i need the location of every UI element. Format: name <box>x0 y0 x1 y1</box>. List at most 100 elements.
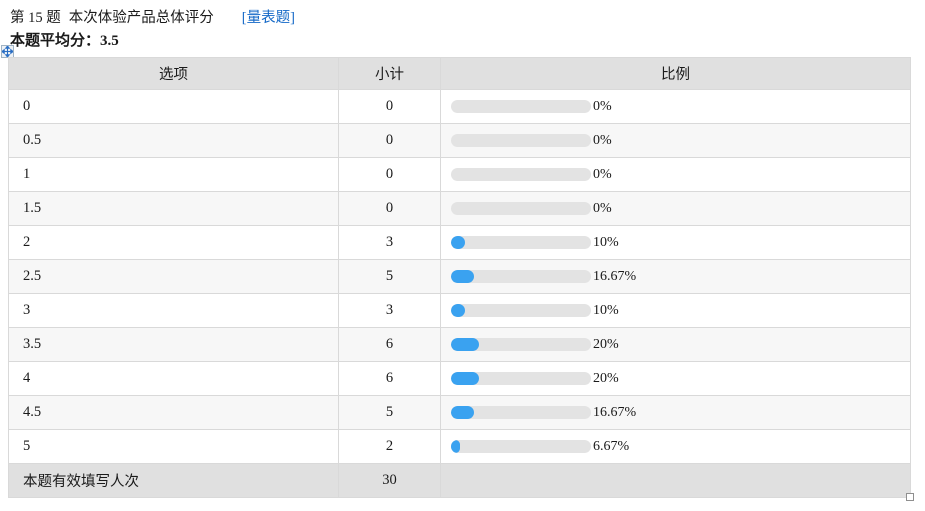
column-header-option: 选项 <box>8 57 339 90</box>
proportion-bar: 10% <box>451 235 910 251</box>
ratio-cell: 10% <box>440 225 911 260</box>
bar-track <box>451 134 591 147</box>
table-row: 1.5 0 0% <box>8 191 911 226</box>
option-cell: 2 <box>8 225 339 260</box>
ratio-cell: 0% <box>440 191 911 226</box>
proportion-bar: 16.67% <box>451 269 910 285</box>
bar-fill <box>451 270 475 283</box>
ratio-cell: 10% <box>440 293 911 328</box>
percent-label: 20% <box>593 370 619 386</box>
bar-track <box>451 304 591 317</box>
percent-label: 0% <box>593 132 612 148</box>
option-cell: 2.5 <box>8 259 339 294</box>
table-row: 1 0 0% <box>8 157 911 192</box>
footer-empty-cell <box>440 463 911 498</box>
table-row: 2.5 5 16.67% <box>8 259 911 294</box>
ratio-cell: 6.67% <box>440 429 911 464</box>
proportion-bar: 0% <box>451 201 910 217</box>
proportion-bar: 0% <box>451 133 910 149</box>
results-table: 选项 小计 比例 0 0 0% 0.5 0 0% <box>8 57 911 498</box>
bar-track <box>451 270 591 283</box>
percent-label: 0% <box>593 200 612 216</box>
proportion-bar: 6.67% <box>451 439 910 455</box>
move-icon <box>2 46 13 57</box>
proportion-bar: 20% <box>451 371 910 387</box>
ratio-cell: 0% <box>440 157 911 192</box>
option-cell: 1 <box>8 157 339 192</box>
bar-track <box>451 440 591 453</box>
percent-label: 20% <box>593 336 619 352</box>
bar-track <box>451 236 591 249</box>
table-row: 4 6 20% <box>8 361 911 396</box>
table-row: 5 2 6.67% <box>8 429 911 464</box>
ratio-cell: 0% <box>440 89 911 124</box>
proportion-bar: 0% <box>451 167 910 183</box>
ratio-cell: 16.67% <box>440 395 911 430</box>
bar-track <box>451 100 591 113</box>
bar-track <box>451 168 591 181</box>
bar-fill <box>451 304 465 317</box>
bar-track <box>451 372 591 385</box>
table-header-row: 选项 小计 比例 <box>8 57 911 90</box>
resize-handle[interactable] <box>906 493 914 501</box>
proportion-bar: 0% <box>451 99 910 115</box>
count-cell: 6 <box>338 361 441 396</box>
option-cell: 3.5 <box>8 327 339 362</box>
percent-label: 10% <box>593 302 619 318</box>
bar-track <box>451 406 591 419</box>
option-cell: 4 <box>8 361 339 396</box>
count-cell: 6 <box>338 327 441 362</box>
question-type-link[interactable]: [量表题] <box>241 10 295 26</box>
count-cell: 5 <box>338 259 441 294</box>
move-handle[interactable] <box>1 45 14 58</box>
count-cell: 0 <box>338 157 441 192</box>
count-cell: 0 <box>338 191 441 226</box>
bar-fill <box>451 440 461 453</box>
percent-label: 0% <box>593 166 612 182</box>
footer-total-count: 30 <box>338 463 441 498</box>
question-number: 第 15 题 <box>10 10 61 26</box>
option-cell: 5 <box>8 429 339 464</box>
column-header-count: 小计 <box>338 57 441 90</box>
percent-label: 0% <box>593 98 612 114</box>
bar-track <box>451 338 591 351</box>
bar-fill <box>451 338 479 351</box>
table-footer-row: 本题有效填写人次 30 <box>8 463 911 498</box>
proportion-bar: 20% <box>451 337 910 353</box>
bar-fill <box>451 406 475 419</box>
option-cell: 1.5 <box>8 191 339 226</box>
table-row: 0 0 0% <box>8 89 911 124</box>
proportion-bar: 16.67% <box>451 405 910 421</box>
option-cell: 3 <box>8 293 339 328</box>
option-cell: 0 <box>8 89 339 124</box>
percent-label: 16.67% <box>593 268 637 284</box>
table-row: 0.5 0 0% <box>8 123 911 158</box>
average-score-text: 本题平均分：3.5 <box>10 33 119 49</box>
ratio-cell: 20% <box>440 361 911 396</box>
question-title: 本次体验产品总体评分 <box>68 10 214 26</box>
ratio-cell: 20% <box>440 327 911 362</box>
table-row: 2 3 10% <box>8 225 911 260</box>
bar-track <box>451 202 591 215</box>
proportion-bar: 10% <box>451 303 910 319</box>
percent-label: 10% <box>593 234 619 250</box>
ratio-cell: 0% <box>440 123 911 158</box>
count-cell: 0 <box>338 89 441 124</box>
table-row: 3.5 6 20% <box>8 327 911 362</box>
count-cell: 3 <box>338 293 441 328</box>
question-title-row: 第 15 题本次体验产品总体评分 [量表题] <box>10 6 295 27</box>
option-cell: 4.5 <box>8 395 339 430</box>
column-header-ratio: 比例 <box>440 57 911 90</box>
option-cell: 0.5 <box>8 123 339 158</box>
ratio-cell: 16.67% <box>440 259 911 294</box>
count-cell: 3 <box>338 225 441 260</box>
count-cell: 5 <box>338 395 441 430</box>
footer-label: 本题有效填写人次 <box>8 463 339 498</box>
percent-label: 16.67% <box>593 404 637 420</box>
table-row: 3 3 10% <box>8 293 911 328</box>
bar-fill <box>451 236 465 249</box>
count-cell: 0 <box>338 123 441 158</box>
table-row: 4.5 5 16.67% <box>8 395 911 430</box>
count-cell: 2 <box>338 429 441 464</box>
bar-fill <box>451 372 479 385</box>
